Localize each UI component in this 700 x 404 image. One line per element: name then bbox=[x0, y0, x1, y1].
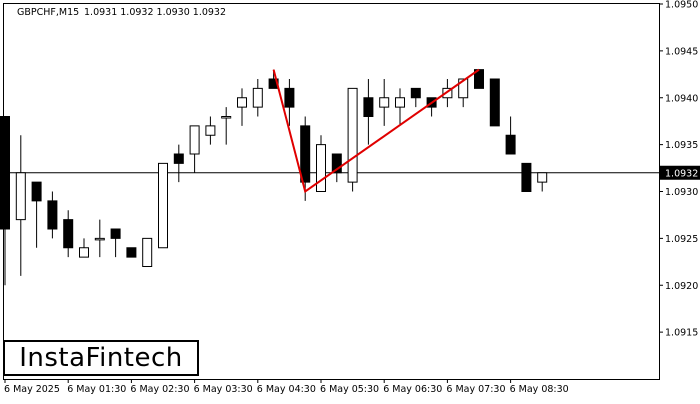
candle bbox=[79, 238, 89, 258]
y-tick-label: 1.0920 bbox=[665, 281, 698, 292]
candle bbox=[47, 191, 58, 239]
candle-body-bull bbox=[316, 144, 326, 192]
candle-body-bull bbox=[94, 237, 105, 241]
candle bbox=[110, 228, 121, 258]
candle bbox=[0, 116, 10, 286]
candle bbox=[252, 79, 263, 117]
y-tick-label: 1.0950 bbox=[665, 0, 698, 11]
candle bbox=[63, 210, 74, 258]
candle-body-bear bbox=[505, 134, 516, 155]
candle bbox=[537, 172, 548, 192]
candle bbox=[31, 181, 42, 248]
candle-body-bull bbox=[347, 87, 358, 183]
candle bbox=[505, 116, 516, 155]
candle-body-bull bbox=[221, 116, 232, 119]
candle-body-bull bbox=[79, 247, 89, 258]
candle bbox=[158, 162, 168, 249]
candle-body-bear bbox=[110, 228, 121, 239]
candle-body-bull bbox=[379, 97, 390, 108]
y-tick-label: 1.0945 bbox=[665, 46, 698, 57]
candle-body-bear bbox=[300, 125, 311, 183]
chart-symbol-label: GBPCHF,M15 bbox=[17, 7, 79, 18]
candle-body-bear bbox=[63, 219, 74, 249]
candle bbox=[395, 88, 405, 126]
x-tick-label: 6 May 08:30 bbox=[510, 384, 569, 395]
time-axis: 6 May 2025 6 May 01:30 6 May 02:30 6 May 03… bbox=[4, 379, 569, 395]
candle-body-bear bbox=[173, 153, 184, 164]
current-price-tag bbox=[660, 165, 700, 180]
y-tick-label: 1.0925 bbox=[665, 234, 698, 245]
x-tick-label: 6 May 01:30 bbox=[67, 384, 126, 395]
x-tick-label: 6 May 2025 bbox=[4, 384, 60, 395]
candle-body-bear bbox=[410, 87, 421, 99]
candle-body-bear bbox=[47, 200, 58, 230]
candle bbox=[300, 116, 311, 201]
candle-body-bull bbox=[395, 97, 405, 108]
candle bbox=[221, 107, 232, 145]
x-tick-label: 6 May 07:30 bbox=[446, 384, 505, 395]
y-tick-label: 1.0915 bbox=[665, 328, 698, 339]
price-axis: 1.0915 1.0920 1.0925 1.0930 1.0935 1.0940 1.09… bbox=[659, 0, 698, 339]
candle-body-bull bbox=[189, 125, 200, 155]
candle-body-bear bbox=[489, 78, 500, 127]
candle-body-bull bbox=[158, 162, 168, 249]
x-tick-label: 6 May 02:30 bbox=[130, 384, 189, 395]
candle-body-bear bbox=[363, 97, 374, 117]
x-tick-label: 6 May 04:30 bbox=[257, 384, 316, 395]
x-tick-label: 6 May 05:30 bbox=[320, 384, 379, 395]
candle-body-bear bbox=[284, 87, 295, 108]
candle-body-bull bbox=[442, 87, 453, 99]
candle bbox=[442, 79, 453, 108]
candle bbox=[521, 162, 532, 192]
chart-ohlc-label: 1.0931 1.0932 1.0930 1.0932 bbox=[84, 7, 226, 18]
candle-body-bull bbox=[537, 172, 548, 183]
candle bbox=[410, 87, 421, 108]
y-tick-label: 1.0935 bbox=[665, 140, 698, 151]
candle bbox=[94, 219, 105, 258]
candle-body-bear bbox=[0, 116, 10, 230]
candle-body-bull bbox=[142, 237, 153, 267]
candle-body-bear bbox=[331, 153, 342, 174]
candle bbox=[363, 79, 374, 145]
candle bbox=[189, 125, 200, 173]
candle bbox=[458, 78, 469, 108]
x-tick-label: 6 May 06:30 bbox=[383, 384, 442, 395]
candle bbox=[331, 153, 342, 183]
candle-body-bear bbox=[521, 162, 532, 192]
candle-body-bull bbox=[237, 97, 247, 108]
y-tick-label: 1.0940 bbox=[665, 93, 698, 104]
candles bbox=[0, 69, 548, 286]
candle bbox=[316, 135, 326, 192]
y-tick-label: 1.0930 bbox=[665, 187, 698, 198]
candle bbox=[284, 79, 295, 126]
candle bbox=[237, 88, 247, 126]
candle bbox=[379, 79, 390, 126]
candle bbox=[489, 78, 500, 127]
instafintech-logo: InstaFintech bbox=[3, 340, 199, 376]
candle-body-bull bbox=[205, 125, 216, 136]
candle-body-bull bbox=[252, 87, 263, 108]
current-price-label: 1.0932 bbox=[660, 165, 700, 180]
candle bbox=[126, 247, 137, 258]
candle bbox=[347, 87, 358, 192]
x-tick-label: 6 May 03:30 bbox=[194, 384, 253, 395]
candle bbox=[142, 237, 153, 267]
current-price-text: 1.0932 bbox=[665, 168, 698, 179]
candle-body-bear bbox=[31, 181, 42, 202]
candle-body-bull bbox=[458, 78, 469, 99]
logo-text: InstaFintech bbox=[19, 343, 183, 373]
candle-body-bear bbox=[126, 247, 137, 258]
candle bbox=[15, 135, 26, 276]
pattern-line bbox=[272, 68, 480, 194]
candle-body-bull bbox=[15, 172, 26, 221]
candle bbox=[205, 116, 216, 145]
candle bbox=[173, 144, 184, 183]
